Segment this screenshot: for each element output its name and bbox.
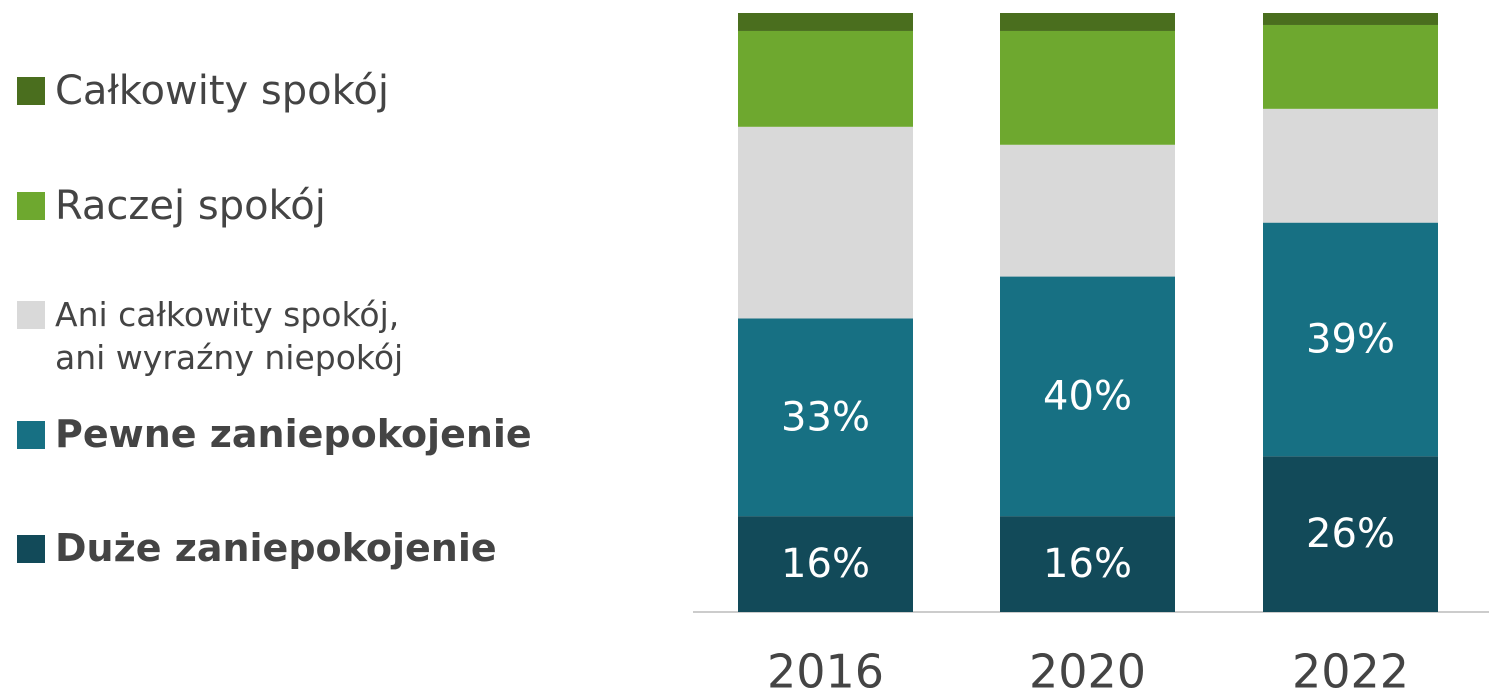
legend-label: Raczej spokój <box>55 183 326 229</box>
legend-swatch <box>17 192 45 220</box>
legend-swatch <box>17 420 45 449</box>
bar-segment <box>1000 276 1175 517</box>
bar-segment <box>738 516 913 612</box>
x-tick-label: 2022 <box>1292 645 1409 698</box>
x-tick-label: 2016 <box>767 645 884 698</box>
bar-segment <box>738 30 913 127</box>
legend-item: Ani całkowity spokój, ani wyraźny niepok… <box>17 294 403 380</box>
data-label: 26% <box>1306 511 1395 557</box>
bar-segment <box>1263 24 1438 109</box>
legend-swatch <box>17 77 45 105</box>
legend-item: Duże zaniepokojenie <box>17 524 497 573</box>
bar-segment <box>738 13 913 31</box>
data-label: 16% <box>1043 541 1132 587</box>
legend-item: Pewne zaniepokojenie <box>17 410 532 459</box>
legend-swatch <box>17 534 45 563</box>
legend-label: Całkowity spokój <box>55 68 389 114</box>
bar-segment <box>1000 30 1175 145</box>
bar-segment <box>738 318 913 517</box>
bar-segment <box>1000 13 1175 31</box>
legend-label: Ani całkowity spokój, ani wyraźny niepok… <box>55 295 404 377</box>
data-label: 40% <box>1043 373 1132 419</box>
bar-segment <box>1263 222 1438 457</box>
bar-segment <box>1263 108 1438 223</box>
data-label: 16% <box>781 541 870 587</box>
data-label: 39% <box>1306 316 1395 362</box>
bar-segment <box>1000 516 1175 612</box>
legend-item: Raczej spokój <box>17 180 326 232</box>
data-label: 33% <box>781 394 870 440</box>
bar-segment <box>1000 144 1175 277</box>
legend-label: Duże zaniepokojenie <box>55 526 497 570</box>
bar-segment <box>1263 456 1438 612</box>
legend-item: Całkowity spokój <box>17 65 389 117</box>
legend-swatch <box>17 301 45 330</box>
bar-segment <box>738 126 913 319</box>
legend-label: Pewne zaniepokojenie <box>55 412 532 456</box>
bar-segment <box>1263 13 1438 25</box>
x-tick-label: 2020 <box>1029 645 1146 698</box>
